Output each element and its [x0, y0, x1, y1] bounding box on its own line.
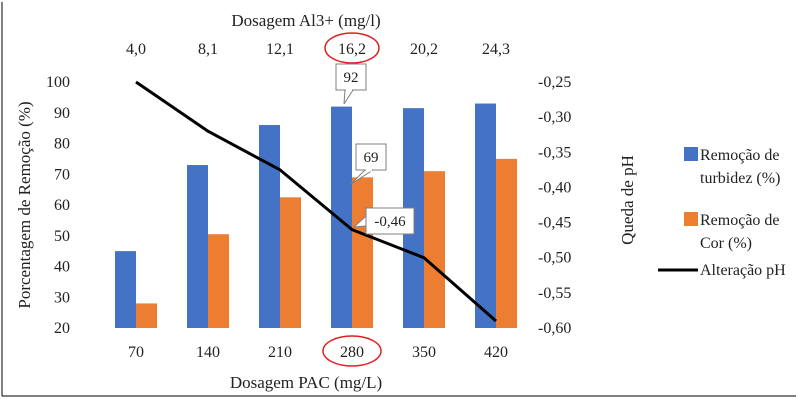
bar-turbidez-70	[115, 251, 136, 328]
right-tick-label: -0,35	[538, 144, 571, 161]
y-axis-title: Porcentagem de Remoção (%)	[15, 101, 34, 308]
bar-turbidez-210	[259, 125, 280, 328]
callout-label: 92	[344, 70, 359, 86]
legend-label-cor-line2: Cor (%)	[700, 235, 752, 252]
x2-axis-title: Dosagem Al3+ (mg/l)	[231, 11, 380, 30]
x2-tick-label: 8,1	[198, 41, 218, 58]
right-tick-label: -0,25	[538, 74, 571, 91]
left-tick-label: 60	[54, 197, 70, 214]
highlight-ellipse-top	[324, 32, 380, 64]
right-tick-label: -0,40	[538, 179, 571, 196]
x2-tick-label: 16,2	[338, 41, 366, 58]
y2-axis-title: Queda de pH	[618, 155, 637, 245]
x-tick-label: 350	[412, 344, 436, 361]
left-tick-label: 30	[54, 289, 70, 306]
x2-tick-label: 12,1	[266, 41, 294, 58]
callout-box	[355, 143, 387, 171]
x2-tick-label: 4,0	[126, 41, 146, 58]
right-tick-label: -0,30	[538, 109, 571, 126]
left-tick-label: 40	[54, 259, 70, 276]
x-tick-label: 280	[340, 344, 364, 361]
left-tick-label: 90	[54, 105, 70, 122]
legend-label-cor-line1: Remoção de	[700, 212, 780, 229]
callout-label: -0,46	[374, 214, 406, 230]
x-tick-label: 140	[196, 344, 220, 361]
line-ph-series	[135, 80, 497, 323]
bar-turbidez-140	[187, 165, 208, 328]
x2-tick-label: 24,3	[482, 41, 510, 58]
x-axis-title: Dosagem PAC (mg/L)	[230, 373, 382, 392]
bar-cor-280	[352, 177, 373, 328]
x-tick-label: 420	[484, 344, 508, 361]
legend-label-ph: Alteração pH	[700, 262, 786, 279]
legend-label-turbidez-line2: turbidez (%)	[700, 170, 780, 187]
callout-seam	[366, 168, 372, 172]
callout-pointer	[343, 89, 354, 105]
bar-cor-350	[424, 171, 445, 328]
bar-turbidez-280	[331, 106, 352, 328]
callout-label: 69	[364, 150, 379, 166]
x-tick-label: 70	[128, 344, 144, 361]
left-tick-label: 70	[54, 166, 70, 183]
left-tick-label: 50	[54, 228, 70, 245]
right-tick-label: -0,50	[538, 250, 571, 267]
bar-cor-140	[208, 234, 229, 328]
legend-swatch-cor	[684, 212, 698, 226]
right-tick-label: -0,45	[538, 215, 571, 232]
legend-label-turbidez-line1: Remoção de	[700, 147, 780, 164]
right-tick-label: -0,60	[538, 320, 571, 337]
right-tick-label: -0,55	[538, 285, 571, 302]
bar-cor-210	[280, 197, 301, 328]
x2-tick-label: 20,2	[410, 41, 438, 58]
left-tick-label: 20	[54, 320, 70, 337]
callout-seam	[346, 88, 352, 92]
callout-box	[365, 207, 415, 235]
highlight-ellipse-bottom	[322, 335, 382, 367]
x-tick-label: 210	[268, 344, 292, 361]
left-tick-label: 80	[54, 136, 70, 153]
bar-turbidez-420	[475, 103, 496, 329]
bar-cor-420	[496, 158, 517, 328]
left-tick-label: 100	[46, 74, 70, 91]
legend-swatch-turbidez	[684, 147, 698, 161]
bar-cor-70	[136, 303, 157, 328]
callout-box	[335, 63, 367, 91]
